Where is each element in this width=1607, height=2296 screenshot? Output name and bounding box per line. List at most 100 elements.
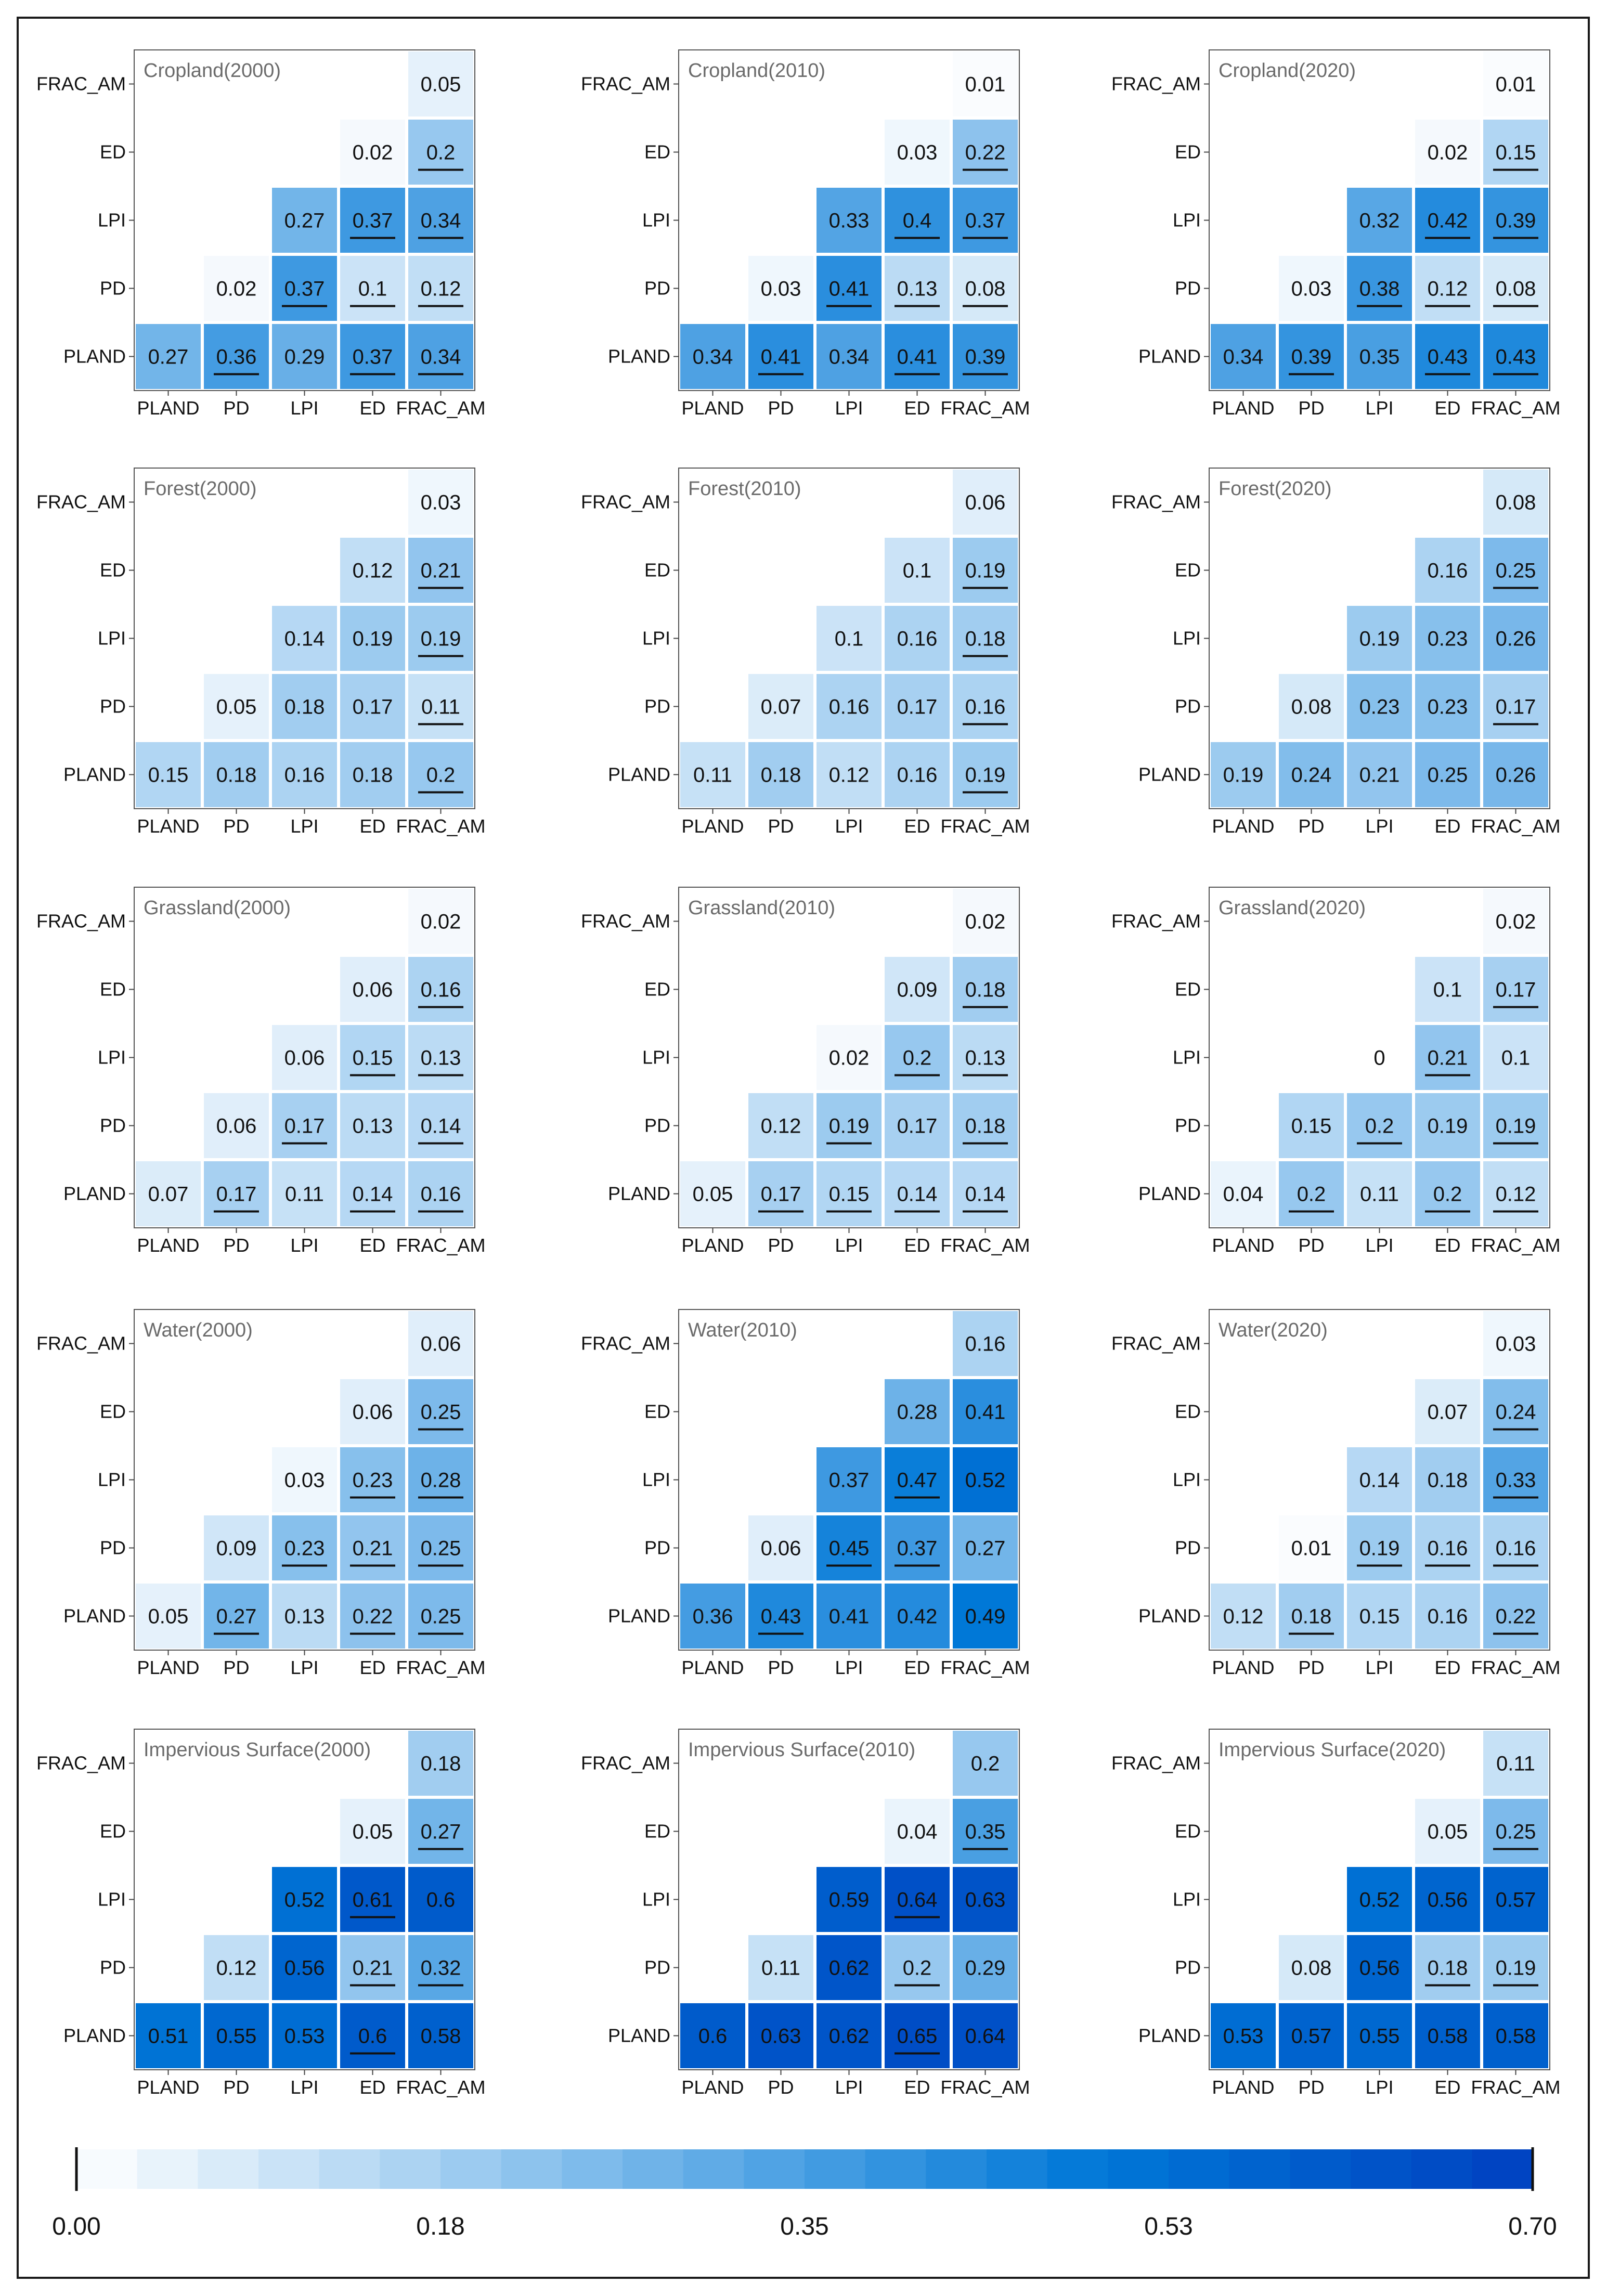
heatmap-cell [201,253,272,324]
heatmap-cell [201,1932,272,2003]
y-tick-label: FRAC_AM [36,1753,126,1774]
heatmap-cell [201,1090,272,1161]
x-tick-label: LPI [290,1235,318,1256]
cell-value-label: 0.62 [829,1957,870,1980]
heatmap-cell [1412,1580,1483,1652]
cell-value-label: 0.15 [148,764,189,787]
heatmap-cell [405,1864,476,1935]
x-tick-label: PD [1298,815,1324,837]
x-tick-label: FRAC_AM [396,1235,485,1256]
cell-value-label: 0.19 [421,628,461,651]
heatmap-cell [813,253,885,324]
cell-value-label: 0.05 [148,1605,189,1628]
y-tick-label: PLAND [1138,346,1201,367]
panel-title: Impervious Surface(2000) [144,1739,371,1761]
x-tick-label: PD [768,815,794,837]
x-tick-label: ED [904,2077,930,2098]
y-tick-label: LPI [1173,1889,1201,1910]
colorbar-segment [1290,2149,1351,2189]
cell-value-label: 0.21 [421,560,461,582]
heatmap-cell [405,48,476,120]
cell-value-label: 0.43 [1428,346,1468,369]
colorbar-segment [1229,2149,1291,2189]
heatmap-cell [405,185,476,256]
cell-value-label: 0.11 [285,1183,324,1206]
x-tick-label: PD [1298,1235,1324,1256]
panel-water-2020: 0.12 0.18 0.15 0.16 0.22 0.01 0.19 0.16 0.16 0.14… [1111,1308,1561,1678]
y-tick-label: ED [1175,1821,1201,1842]
cell-value-label: 0.35 [1359,346,1400,369]
y-tick-label: ED [644,141,670,163]
x-tick-label: PLAND [137,397,199,419]
cell-value-label: 0.06 [353,979,393,1002]
cell-value-label: 0.1 [835,628,864,651]
heatmap-cell [405,535,476,606]
y-tick-label: PLAND [63,2025,126,2046]
x-tick-label: ED [359,2077,385,2098]
heatmap-cell [1480,1796,1551,1867]
y-tick-label: PD [644,278,670,299]
x-tick-label: FRAC_AM [1471,1657,1560,1678]
cell-value-label: 0.14 [965,1183,1006,1206]
cell-value-label: 0.14 [897,1183,938,1206]
heatmap-cell [882,1376,953,1447]
y-tick-label: PD [100,696,126,717]
cell-value-label: 0.09 [897,979,938,1002]
heatmap-cell [882,1512,953,1584]
cell-value-label: 0.2 [1297,1183,1326,1206]
heatmap-cell [337,116,408,188]
cell-value-label: 0.34 [421,346,461,369]
cell-value-label: 0.22 [353,1605,393,1628]
heatmap-cell [950,1444,1021,1515]
cell-value-label: 0.52 [284,1889,325,1912]
heatmap-cell [813,185,885,256]
cell-value-label: 0.04 [897,1821,938,1844]
cell-value-label: 0.27 [421,1821,461,1844]
cell-value-label: 0.58 [1496,2025,1536,2048]
cell-value-label: 0.05 [216,696,257,719]
cell-value-label: 0.19 [1428,1115,1468,1138]
x-tick-label: ED [359,1235,385,1256]
x-tick-label: FRAC_AM [396,2077,485,2098]
x-tick-label: PLAND [1212,2077,1274,2098]
heatmap-cell [745,1580,817,1652]
cell-value-label: 0.41 [829,1605,870,1628]
cell-value-label: 0.01 [1496,73,1536,96]
cell-value-label: 0.12 [353,560,393,582]
x-tick-label: PLAND [137,1235,199,1256]
cell-value-label: 0.02 [1496,911,1536,933]
cell-value-label: 0.16 [965,1333,1006,1356]
heatmap-cell [337,1090,408,1161]
colorbar-tick-label: 0.18 [416,2213,464,2240]
y-tick-label: PLAND [63,346,126,367]
cell-value-label: 0.24 [1291,764,1332,787]
y-tick-label: PD [644,1115,670,1136]
cell-value-label: 0.53 [284,2025,325,2048]
y-tick-label: LPI [1173,210,1201,231]
cell-value-label: 0.17 [1496,979,1536,1002]
cell-value-label: 0.34 [829,346,870,369]
cell-value-label: 0.17 [1496,696,1536,719]
y-tick-label: PD [100,278,126,299]
cell-value-label: 0.16 [421,1183,461,1206]
heatmap-cell [950,48,1021,120]
heatmap-cell [950,603,1021,674]
cell-value-label: 0.13 [897,278,938,301]
cell-value-label: 0.53 [1223,2025,1264,2048]
cell-value-label: 0.39 [1496,210,1536,232]
x-tick-label: PLAND [137,1657,199,1678]
y-tick-label: LPI [1173,1047,1201,1068]
panel-title: Forest(2020) [1219,478,1332,500]
cell-value-label: 0.14 [1359,1469,1400,1492]
cell-value-label: 0.07 [148,1183,189,1206]
cell-value-label: 0.1 [903,560,932,582]
cell-value-label: 0.25 [1496,560,1536,582]
cell-value-label: 0.52 [965,1469,1006,1492]
cell-value-label: 0.2 [903,1957,932,1980]
y-tick-label: ED [1175,560,1201,581]
y-tick-label: PLAND [63,764,126,785]
heatmap-cell [1480,1512,1551,1584]
y-tick-label: ED [100,979,126,1000]
cell-value-label: 0.2 [426,764,456,787]
